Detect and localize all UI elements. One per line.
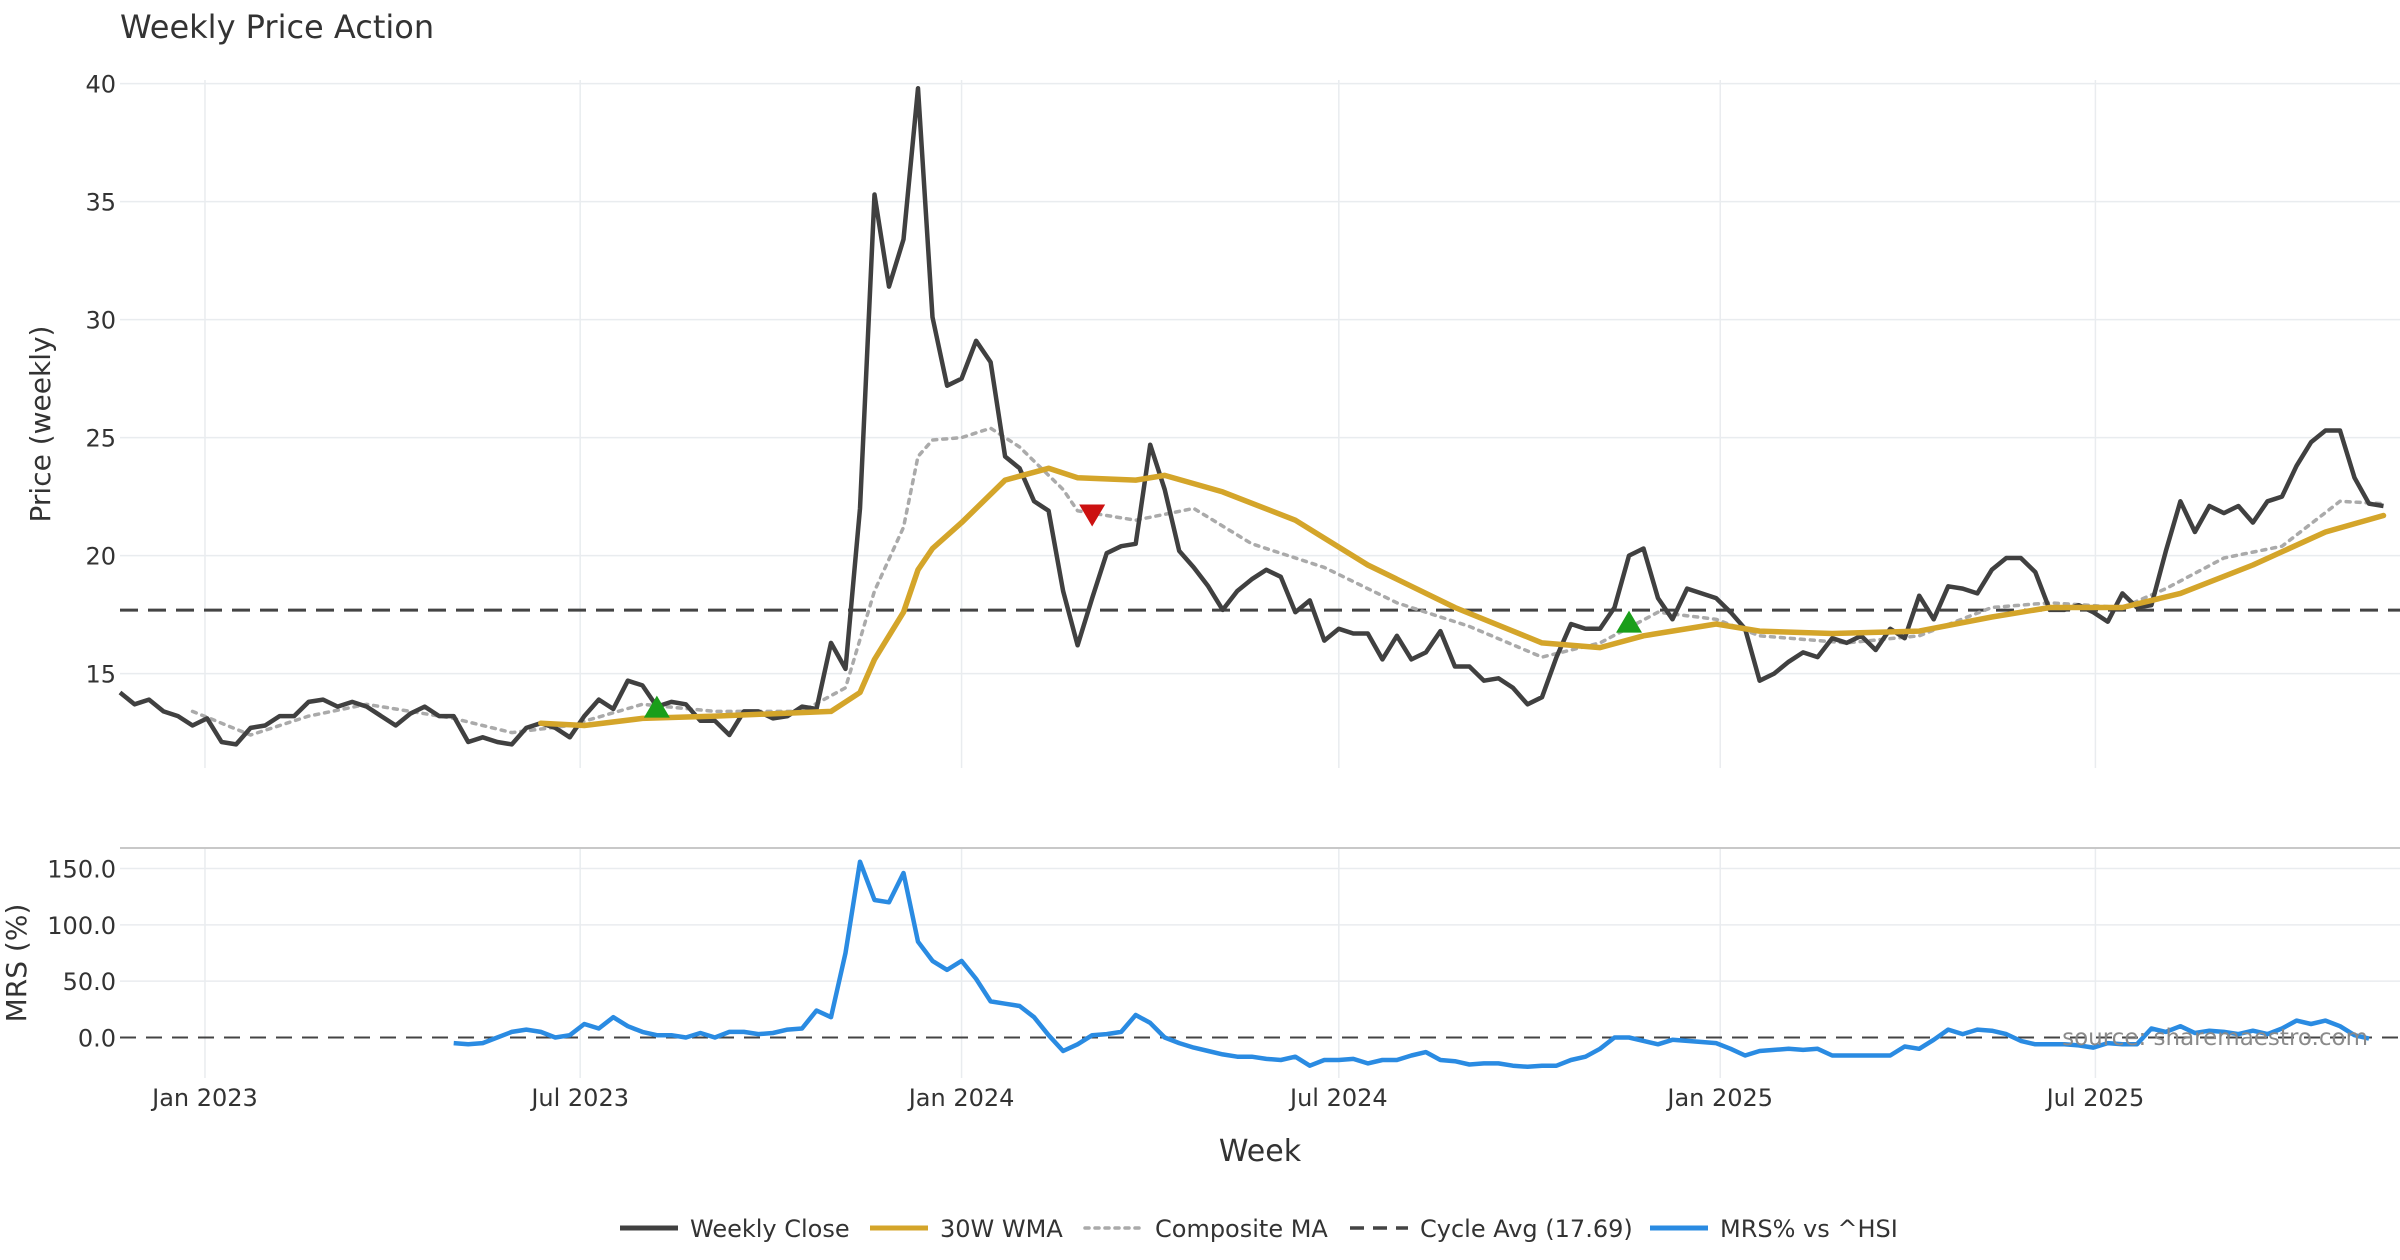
- x-axis-label: Week: [1219, 1134, 1302, 1169]
- mrs-y-axis-label: MRS (%): [0, 904, 33, 1023]
- chart-title: Weekly Price Action: [120, 8, 434, 46]
- price-y-tick-label: 30: [85, 307, 116, 335]
- legend-label: 30W WMA: [940, 1215, 1063, 1243]
- legend: Weekly Close 30W WMA Composite MA Cycle Avg…: [620, 1215, 1898, 1243]
- axes-layer: Jan 2023 Jul 2023 Jan 2024 Jul 2024 Jan 2025…: [47, 71, 2144, 1112]
- x-tick-label: Jul 2024: [1288, 1084, 1388, 1112]
- wma-30w-line: [538, 465, 2387, 729]
- composite-ma-line: [190, 426, 2386, 737]
- weekly-close-line: [118, 86, 2384, 747]
- series-layer: [118, 86, 2387, 1070]
- price-y-tick-label: 15: [85, 661, 116, 689]
- mrs-y-tick-label: 0.0: [78, 1025, 116, 1053]
- x-tick-label: Jul 2023: [529, 1084, 629, 1112]
- price-y-tick-label: 20: [85, 543, 116, 571]
- watermark-text: source: sharemaestro.com: [2062, 1025, 2368, 1051]
- price-y-tick-label: 40: [85, 71, 116, 99]
- legend-label: Composite MA: [1155, 1215, 1328, 1243]
- price-y-axis-label: Price (weekly): [24, 326, 57, 523]
- legend-label: Cycle Avg (17.69): [1420, 1215, 1633, 1243]
- x-tick-label: Jul 2025: [2045, 1084, 2145, 1112]
- grid-lines: [120, 80, 2400, 1078]
- x-tick-label: Jan 2023: [150, 1084, 258, 1112]
- mrs-y-tick-label: 100.0: [47, 912, 116, 940]
- buy-signal-marker: [1616, 610, 1643, 633]
- legend-label: Weekly Close: [690, 1215, 850, 1243]
- mrs-y-tick-label: 50.0: [63, 968, 116, 996]
- signal-markers: [643, 504, 1643, 718]
- sell-signal-marker: [1079, 504, 1106, 527]
- price-y-tick-label: 25: [85, 425, 116, 453]
- mrs-line: [453, 859, 2370, 1070]
- price-y-tick-label: 35: [85, 189, 116, 217]
- mrs-y-tick-label: 150.0: [47, 856, 116, 884]
- x-tick-label: Jan 2025: [1665, 1084, 1773, 1112]
- buy-signal-marker: [643, 695, 670, 718]
- x-tick-label: Jan 2024: [907, 1084, 1015, 1112]
- legend-label: MRS% vs ^HSI: [1720, 1215, 1898, 1243]
